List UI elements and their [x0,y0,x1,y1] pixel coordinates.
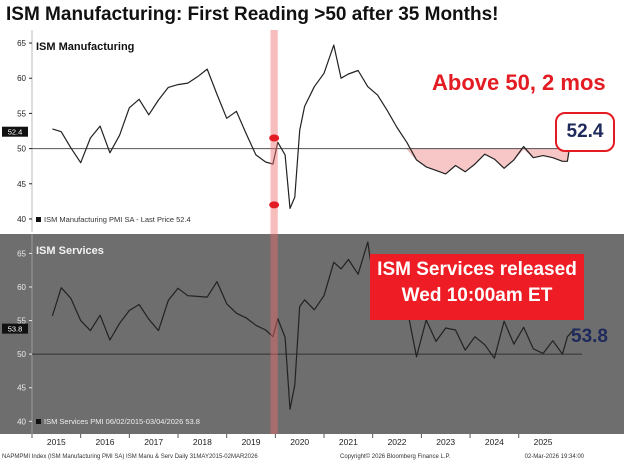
services-panel-title: ISM Services [36,245,104,257]
mfg-panel-bg [0,30,624,232]
x-axis-tick-label: 2018 [193,437,212,447]
services-series-line [51,241,577,410]
services-legend-label: ISM Services PMI 06/02/2015-03/04/2026 5… [44,417,200,426]
x-axis-tick-label: 2016 [96,437,115,447]
x-axis-tick-label: 2022 [388,437,407,447]
mfg-above-50-annotation: Above 50, 2 mos [432,70,606,95]
mfg-latest-value-box: 52.4 [555,112,615,152]
footer-timestamp: 02-Mar-2026 19:34:00 [525,454,585,460]
services-last-value-marker-bg [2,323,28,334]
x-axis-tick-label: 2023 [436,437,455,447]
mfg-marker-upper [269,134,280,142]
services-y-tick-label: 65 [17,249,26,258]
services-y-tick-label: 40 [17,417,26,426]
services-latest-value: 53.8 [571,326,608,347]
services-last-value-marker-label: 53.8 [8,325,23,334]
mfg-legend-label: ISM Manufacturing PMI SA - Last Price 52… [44,215,191,224]
services-y-tick-label: 50 [17,350,26,359]
footer-source: NAPMPMI Index (ISM Manufacturing PMI SA)… [2,454,258,460]
page-title: ISM Manufacturing: First Reading >50 aft… [6,4,499,25]
mfg-y-tick-label: 65 [17,39,26,48]
x-axis-tick-label: 2015 [47,437,66,447]
x-axis-tick-label: 2019 [242,437,261,447]
mfg-y-tick-label: 50 [17,145,26,154]
mfg-series-line [52,44,576,209]
services-y-tick-label: 55 [17,317,26,326]
services-y-tick-label: 45 [17,384,26,393]
services-legend-swatch [36,419,41,424]
mfg-last-value-marker-bg [2,126,28,137]
series-lines [51,44,577,410]
mfg-y-tick-label: 45 [17,180,26,189]
services-y-tick-label: 60 [17,283,26,292]
x-axis-tick-label: 2021 [339,437,358,447]
mfg-panel-title: ISM Manufacturing [36,41,134,53]
x-axis-tick-label: 2017 [144,437,163,447]
mfg-last-value-marker-label: 52.4 [8,128,23,137]
x-axis-tick-label: 2024 [485,437,504,447]
chart-labels: 40 45 50 55 60 65 ISM Manufacturing ISM Manufac… [2,39,585,460]
mfg-marker-lower [269,201,280,209]
chart-gridlines [29,30,582,438]
mfg-y-tick-label: 60 [17,74,26,83]
highlight-band-rect [270,30,278,434]
mfg-legend-swatch [36,217,41,222]
mfg-y-tick-label: 40 [17,215,26,224]
footer-copyright: Copyright© 2026 Bloomberg Finance L.P. [340,453,451,460]
services-banner-line1: ISM Services released [377,259,577,280]
services-release-banner: ISM Services released Wed 10:00am ET [370,254,584,320]
x-axis-tick-label: 2025 [534,437,553,447]
x-axis-tick-label: 2020 [290,437,309,447]
services-banner-line2: Wed 10:00am ET [401,285,553,306]
mfg-y-tick-label: 55 [17,109,26,118]
highlight-band [269,30,280,434]
